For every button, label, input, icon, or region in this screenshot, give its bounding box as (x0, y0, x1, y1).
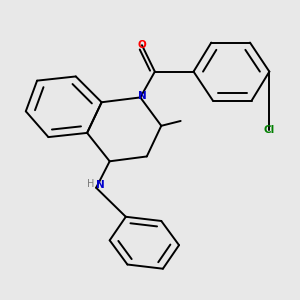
Text: H: H (87, 179, 94, 189)
Text: Cl: Cl (264, 125, 275, 135)
Text: N: N (138, 91, 146, 101)
Text: O: O (138, 40, 146, 50)
Text: N: N (96, 180, 104, 190)
